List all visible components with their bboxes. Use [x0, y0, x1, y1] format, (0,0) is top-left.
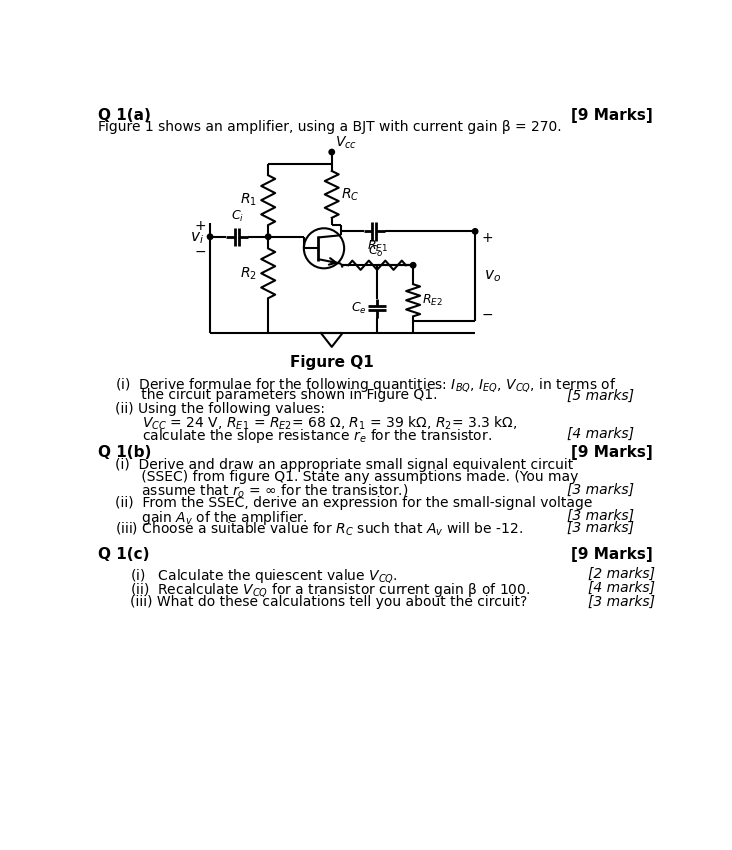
Text: −: − — [482, 309, 493, 322]
Text: +: + — [194, 219, 206, 233]
Text: (ii)  Recalculate $V_{CQ}$ for a transistor current gain β of 100.: (ii) Recalculate $V_{CQ}$ for a transist… — [130, 581, 531, 599]
Text: $R_{E1}$: $R_{E1}$ — [367, 240, 387, 254]
Text: [9 Marks]: [9 Marks] — [571, 445, 653, 461]
Text: (SSEC) from figure Q1. State any assumptions made. (You may: (SSEC) from figure Q1. State any assumpt… — [115, 470, 578, 484]
Text: $V_{cc}$: $V_{cc}$ — [335, 134, 357, 150]
Text: −: − — [194, 245, 206, 259]
Text: [9 Marks]: [9 Marks] — [571, 108, 653, 123]
Circle shape — [411, 263, 416, 268]
Text: $C_e$: $C_e$ — [351, 301, 366, 316]
Circle shape — [472, 229, 478, 234]
Text: (i)  Derive formulae for the following quantities: $I_{BQ}$, $I_{EQ}$, $V_{CQ}$,: (i) Derive formulae for the following qu… — [115, 376, 616, 394]
Text: (i)  Derive and draw an appropriate small signal equivalent circuit: (i) Derive and draw an appropriate small… — [115, 458, 573, 472]
Text: [2 marks]: [2 marks] — [588, 567, 654, 581]
Text: $R_2$: $R_2$ — [241, 265, 258, 281]
Text: (ii) Using the following values:: (ii) Using the following values: — [115, 402, 325, 416]
Text: [3 marks]: [3 marks] — [588, 595, 654, 609]
Text: +: + — [482, 230, 493, 245]
Circle shape — [266, 234, 271, 240]
Text: $C_o$: $C_o$ — [368, 244, 384, 258]
Text: Figure 1 shows an amplifier, using a BJT with current gain β = 270.: Figure 1 shows an amplifier, using a BJT… — [97, 121, 561, 134]
Text: $R_{E2}$: $R_{E2}$ — [422, 292, 444, 308]
Text: $C_i$: $C_i$ — [231, 209, 244, 224]
Circle shape — [207, 234, 213, 240]
Text: (iii) Choose a suitable value for $R_C$ such that $A_v$ will be -12.: (iii) Choose a suitable value for $R_C$ … — [115, 521, 523, 538]
Text: (i)   Calculate the quiescent value $V_{CQ}$.: (i) Calculate the quiescent value $V_{CQ… — [130, 567, 398, 585]
Text: $V_{CC}$ = 24 V, $R_{E1}$ = $R_{E2}$= 68 Ω, $R_1$ = 39 kΩ, $R_2$= 3.3 kΩ,: $V_{CC}$ = 24 V, $R_{E1}$ = $R_{E2}$= 68… — [142, 415, 518, 432]
Text: Q 1(c): Q 1(c) — [97, 547, 149, 562]
Text: [4 marks]: [4 marks] — [588, 581, 654, 595]
Circle shape — [329, 150, 335, 155]
Text: the circuit parameters shown in Figure Q1.: the circuit parameters shown in Figure Q… — [115, 388, 437, 402]
Text: Q 1(a): Q 1(a) — [97, 108, 151, 123]
Text: $R_1$: $R_1$ — [240, 192, 258, 208]
Text: Figure Q1: Figure Q1 — [290, 354, 373, 370]
Text: [9 Marks]: [9 Marks] — [571, 547, 653, 562]
Text: $v_i$: $v_i$ — [190, 230, 204, 246]
Text: [5 marks]: [5 marks] — [567, 388, 634, 402]
Text: $v_o$: $v_o$ — [485, 269, 501, 284]
Text: $R_C$: $R_C$ — [341, 186, 359, 202]
Text: [3 marks]: [3 marks] — [567, 508, 634, 523]
Text: calculate the slope resistance $r_e$ for the transistor.: calculate the slope resistance $r_e$ for… — [142, 427, 492, 445]
Text: gain $A_v$ of the amplifier.: gain $A_v$ of the amplifier. — [115, 508, 307, 526]
Text: Q 1(b): Q 1(b) — [97, 445, 151, 461]
Text: [3 marks]: [3 marks] — [567, 521, 634, 535]
Text: [3 marks]: [3 marks] — [567, 483, 634, 496]
Text: (ii)  From the SSEC, derive an expression for the small-signal voltage: (ii) From the SSEC, derive an expression… — [115, 496, 592, 510]
Text: [4 marks]: [4 marks] — [567, 427, 634, 441]
Text: (iii) What do these calculations tell you about the circuit?: (iii) What do these calculations tell yo… — [130, 595, 528, 609]
Text: assume that $r_o$ = ∞ for the transistor.): assume that $r_o$ = ∞ for the transistor… — [115, 483, 408, 500]
